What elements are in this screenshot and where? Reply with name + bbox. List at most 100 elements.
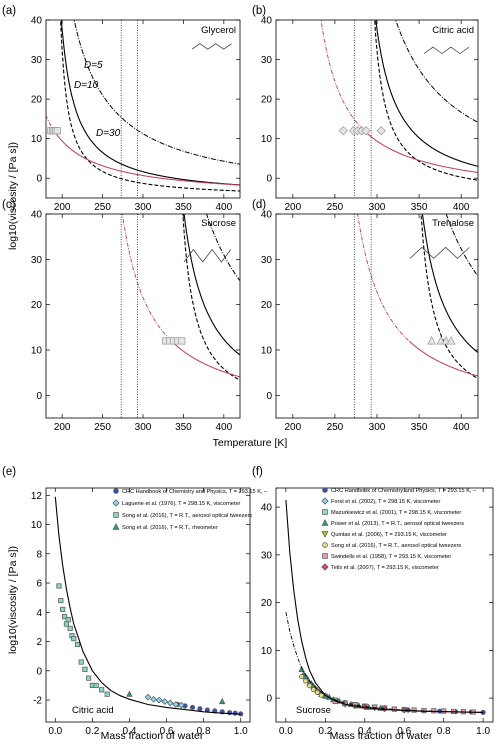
x-tick-label: 200	[54, 422, 71, 433]
legend-marker-2	[322, 509, 328, 515]
glycerol-structure-icon	[191, 43, 232, 50]
data-point-series-5	[299, 674, 305, 680]
plot-frame	[275, 487, 494, 723]
x-tick-label: 300	[369, 422, 386, 433]
curve-model	[53, 130, 240, 186]
data-point-series-5	[318, 692, 324, 698]
compound-label-a: Glycerol	[201, 25, 236, 36]
x-tick-label: 300	[369, 202, 386, 213]
y-tick-label: 30	[31, 255, 43, 266]
data-point-series-2	[93, 682, 99, 688]
x-tick-label: 400	[215, 202, 232, 213]
legend-marker-3	[321, 519, 329, 526]
legend-marker-5	[322, 542, 328, 548]
curve-d5	[60, 20, 240, 192]
x-tick-label: 1.0	[234, 726, 248, 737]
data-point-series-3	[126, 690, 133, 697]
model-curve	[54, 496, 241, 715]
curve-d10	[375, 20, 478, 167]
data-point-series-2	[104, 691, 110, 697]
data-point-series-1	[150, 695, 157, 703]
x-tick-label: 350	[175, 202, 192, 213]
y-tick-label: 30	[261, 55, 273, 66]
plot-area	[46, 20, 240, 198]
x-tick-label: 0.2	[85, 726, 99, 737]
compound-label-d: Trehalose	[432, 218, 474, 229]
y-tick-label: 40	[31, 210, 43, 221]
x-tick-label: 200	[284, 422, 301, 433]
legend-marker-3	[112, 523, 120, 530]
x-axis-title-e: Mass fraction of water	[101, 730, 204, 742]
y-tick-label: 20	[31, 95, 43, 106]
data-point-series-5	[314, 689, 320, 695]
x-tick-label: 1.0	[476, 726, 490, 737]
y-axis-title-top: log10(viscosity / [Pa s])	[7, 142, 19, 250]
panel-tag-a: (a)	[2, 5, 16, 17]
curve-d30	[73, 20, 240, 165]
panel-tag-f: (f)	[252, 466, 263, 478]
citric-acid-structure-icon	[423, 46, 470, 55]
data-point-series-2	[56, 583, 62, 589]
y-tick-label: -2	[33, 696, 42, 707]
x-tick-label: 350	[175, 422, 192, 433]
x-tick-label: 0.4	[358, 726, 372, 737]
legend-f-entry-7: Telis et al. (2007), T = 293.15 K, visco…	[331, 565, 439, 571]
y-tick-label: 10	[31, 346, 43, 357]
sucrose-structure-icon	[183, 248, 232, 263]
x-tick-label: 400	[453, 422, 470, 433]
data-point-series-2	[67, 625, 73, 631]
measurement-marker	[446, 336, 456, 345]
legend-e-entry-1: Laguerie et al. (1976), T = 298.15 K, vi…	[122, 501, 241, 507]
legend-f-entry-3: Power et al. (2013), T = R.T., aerosol o…	[331, 521, 464, 527]
legend-e: CRC Handbook of Chemistry and Physics, T…	[122, 489, 268, 531]
y-tick-label: 20	[261, 300, 273, 311]
data-point-series-2	[65, 617, 71, 623]
curve-model	[171, 340, 240, 378]
y-tick-label: 0	[266, 694, 272, 705]
legend-f-entry-0: CRC Handbook of Chemistry and Physics, T…	[331, 488, 477, 494]
plot-area	[120, 214, 240, 418]
legend-marker-2	[113, 512, 119, 518]
data-point-series-1	[178, 701, 185, 709]
panel-tag-d: (d)	[252, 199, 266, 211]
curve-model-extrapolated	[357, 214, 410, 342]
y-tick-label: 12	[31, 491, 43, 502]
y-tick-label: 40	[261, 503, 273, 514]
legend-f-entry-2: Mazurkiewicz et al. (2001), T = 298.15 K…	[331, 510, 461, 516]
data-point-series-5	[306, 683, 313, 689]
curve-model	[408, 340, 478, 377]
x-tick-label: 0.2	[318, 726, 332, 737]
data-point-series-1	[161, 698, 169, 705]
curve-d10	[183, 214, 240, 356]
trehalose-structure-icon	[409, 246, 470, 259]
legend-f-entry-6: Swindells et al. (1958), T = 293.15 K, v…	[331, 554, 451, 560]
x-tick-label: 400	[215, 422, 232, 433]
data-point-series-6	[441, 708, 447, 714]
plot-frame	[45, 213, 241, 419]
data-point-series-2	[86, 675, 92, 681]
curve-model-extrapolated	[46, 114, 55, 132]
x-tick-label: 300	[135, 422, 152, 433]
x-tick-label: 200	[54, 202, 71, 213]
x-tick-label: 250	[327, 202, 344, 213]
data-point-series-2	[61, 614, 68, 620]
measurement-marker	[376, 126, 386, 136]
compound-label-c: Sucrose	[201, 218, 236, 229]
data-point-series-0	[197, 706, 203, 712]
legend-marker-0	[322, 487, 328, 493]
data-point-series-2	[99, 687, 105, 693]
x-tick-label: 350	[411, 422, 428, 433]
x-tick-label: 0.0	[48, 726, 62, 737]
y-tick-label: 30	[261, 255, 273, 266]
legend-f-entry-5: Song et al. (2016), T = R.T., aerosol op…	[331, 543, 461, 549]
measurement-marker	[53, 127, 61, 135]
curve-d5	[374, 20, 478, 181]
y-tick-label: 0	[36, 666, 42, 677]
data-point-series-3	[218, 697, 226, 705]
y-tick-label: 10	[261, 134, 273, 145]
data-point-series-2	[58, 598, 64, 604]
legend-f-entry-1: Forst et al. (2002), T = 298.15 K, visco…	[331, 499, 441, 505]
curve-model	[364, 130, 478, 173]
data-point-series-1	[166, 699, 174, 707]
